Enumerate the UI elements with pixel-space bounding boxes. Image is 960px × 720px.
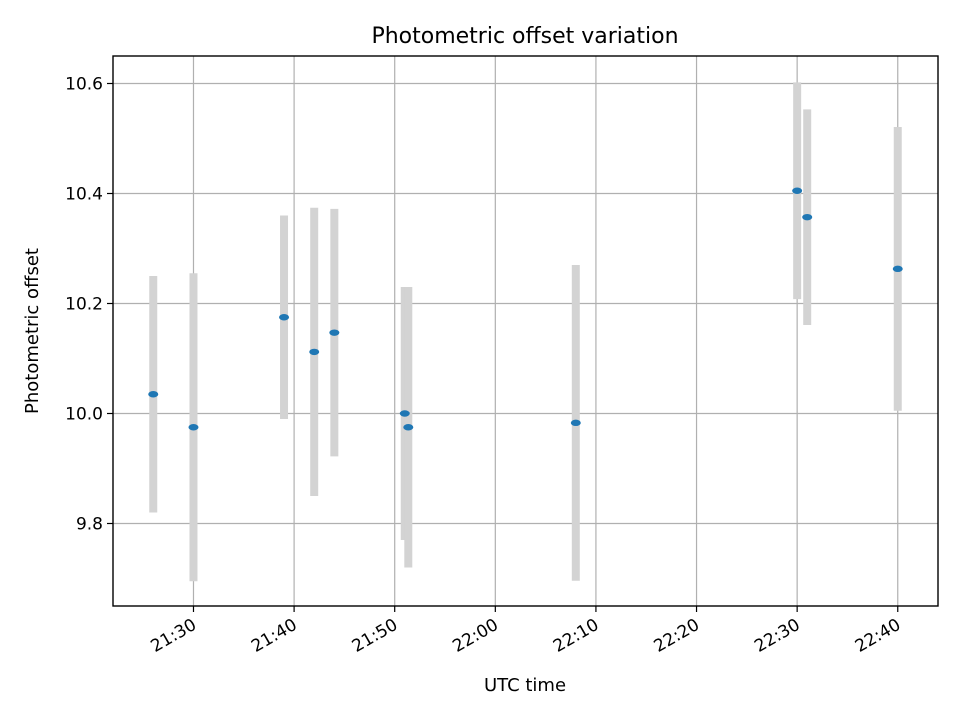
x-axis-label: UTC time xyxy=(484,675,566,696)
x-tick-label: 22:00 xyxy=(449,615,501,657)
x-tick-label: 22:10 xyxy=(550,615,602,657)
x-tick-label: 22:40 xyxy=(852,615,904,657)
data-point xyxy=(329,329,340,336)
y-tick-label: 9.8 xyxy=(76,515,103,535)
x-tick-label: 21:30 xyxy=(148,615,200,657)
data-point xyxy=(403,424,414,431)
y-tick-label: 10.6 xyxy=(65,75,103,95)
data-point xyxy=(148,391,159,398)
data-point xyxy=(792,187,803,194)
data-point xyxy=(279,314,290,321)
error-bars xyxy=(149,82,902,582)
plot-frame xyxy=(112,55,939,607)
y-tick-label: 10.4 xyxy=(65,185,103,205)
grid xyxy=(113,56,938,606)
data-point xyxy=(570,419,581,427)
x-tick-label: 22:30 xyxy=(751,615,803,657)
data-point xyxy=(399,410,410,417)
y-axis-label: Photometric offset xyxy=(22,248,43,414)
y-tick-label: 10.0 xyxy=(65,405,103,425)
x-tick-label: 21:40 xyxy=(248,615,300,657)
data-point xyxy=(309,348,320,356)
chart-title: Photometric offset variation xyxy=(371,24,678,49)
x-tick-label: 21:50 xyxy=(349,615,401,657)
data-point xyxy=(802,213,813,221)
y-tick-label: 10.2 xyxy=(65,295,103,315)
data-points xyxy=(148,187,903,431)
x-tick-label: 22:20 xyxy=(651,615,703,657)
data-point xyxy=(188,424,199,431)
data-point xyxy=(892,265,903,273)
